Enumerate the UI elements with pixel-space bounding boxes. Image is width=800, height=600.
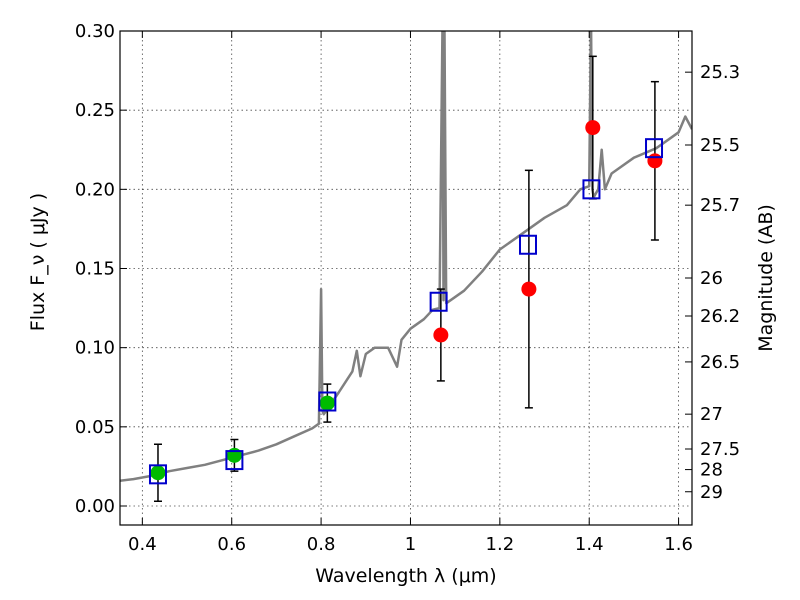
x-tick-label: 1.2	[486, 534, 515, 555]
mag-tick-label: 26.2	[700, 306, 740, 327]
y-tick-label: 0.00	[75, 496, 115, 517]
model-band-square	[645, 138, 664, 159]
plot-frame	[119, 30, 693, 526]
y-tick-label: 0.10	[75, 338, 115, 359]
model-band-square	[518, 234, 537, 255]
model-band-square	[225, 450, 244, 471]
mag-tick-label: 25.3	[700, 62, 740, 83]
plot-series	[120, 31, 692, 502]
red-data-point	[647, 153, 663, 169]
mag-tick-label: 26.5	[700, 352, 740, 373]
y-tick-label: 0.30	[75, 21, 115, 42]
mag-tick-label: 29	[700, 482, 723, 503]
model-band-square	[318, 391, 337, 412]
x-tick-label: 1.4	[575, 534, 604, 555]
y-axis-label: Flux F_ν ( μJy )	[27, 193, 49, 331]
green-data-point	[150, 465, 166, 481]
y2-axis-label: Magnitude (AB)	[755, 204, 777, 352]
y-tick-label: 0.25	[75, 100, 115, 121]
mag-tick-label: 25.5	[700, 135, 740, 156]
axis-ticks: 0.4 0.6 0.8 1 1.2 1.4 1.6 0.00 0.05 0.10 0.15 0.20 0…	[75, 21, 740, 555]
x-tick-label: 0.8	[307, 534, 336, 555]
mag-tick-label: 27	[700, 404, 723, 425]
y-tick-label: 0.15	[75, 259, 115, 280]
red-data-point	[433, 327, 449, 343]
grid-lines	[120, 30, 692, 525]
mag-tick-label: 25.7	[700, 195, 740, 216]
y-tick-label: 0.05	[75, 417, 115, 438]
green-data-point	[319, 395, 335, 411]
red-data-point	[585, 120, 601, 136]
x-axis-label: Wavelength λ (μm)	[315, 565, 496, 587]
model-sed-line	[120, 31, 692, 482]
x-tick-label: 0.4	[128, 534, 157, 555]
model-band-square	[148, 464, 167, 485]
mag-tick-label: 26	[700, 268, 723, 289]
x-tick-label: 0.6	[217, 534, 246, 555]
red-data-point	[521, 281, 537, 297]
x-tick-label: 1	[405, 534, 416, 555]
model-band-square	[429, 291, 448, 312]
y-tick-label: 0.20	[75, 179, 115, 200]
model-band-square	[582, 179, 601, 200]
x-tick-label: 1.6	[664, 534, 693, 555]
mag-tick-label: 27.5	[700, 439, 740, 460]
mag-tick-label: 28	[700, 460, 723, 481]
